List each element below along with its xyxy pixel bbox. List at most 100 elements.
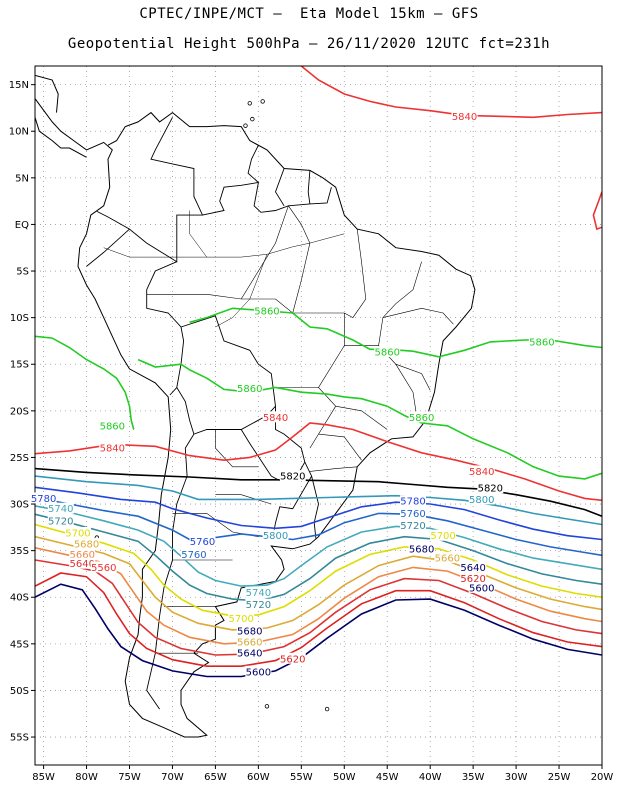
lon-label: 45W xyxy=(376,772,399,783)
contour-label-bg xyxy=(47,514,74,526)
contour-label: 5700 xyxy=(228,614,253,625)
contour-line-5680 xyxy=(35,535,602,631)
contour-label: 5620 xyxy=(280,654,305,665)
contour-label-bg xyxy=(69,548,96,560)
contour-label-bg xyxy=(99,442,126,454)
contour-label: 5600 xyxy=(469,583,494,594)
contour-label: 5700 xyxy=(430,531,455,542)
contour-line-5660 xyxy=(35,547,602,645)
contour-label-bg xyxy=(30,492,57,504)
contour-label-bg xyxy=(180,548,207,560)
country-border xyxy=(253,182,332,213)
lat-label: 5N xyxy=(15,173,29,184)
contour-label: 5720 xyxy=(400,521,425,532)
contour-label: 5640 xyxy=(237,649,262,660)
island xyxy=(0,229,2,233)
contour-label-bg xyxy=(434,552,461,564)
island xyxy=(260,99,265,104)
contour-label-bg xyxy=(279,470,306,482)
lat-label: 15S xyxy=(10,360,29,371)
contour-label: 5860 xyxy=(100,421,125,432)
lon-label: 80W xyxy=(75,772,98,783)
coastline xyxy=(35,117,87,158)
lat-label: 25S xyxy=(10,453,29,464)
contour-label-bg xyxy=(400,507,426,519)
lon-label: 70W xyxy=(161,772,184,783)
lat-label: 45S xyxy=(10,639,29,650)
axis-labels: 15N10N5NEQ5S10S15S20S25S30S35S40S45S50S5… xyxy=(9,80,614,783)
lon-label: 65W xyxy=(204,772,227,783)
contour-label-bg xyxy=(460,572,487,584)
country-border xyxy=(311,475,319,539)
contour-label: 5620 xyxy=(460,574,485,585)
contour-line-5860 xyxy=(35,335,135,430)
lon-label: 60W xyxy=(247,772,270,783)
contour-label-bg xyxy=(430,529,457,541)
contour-label: 5820 xyxy=(280,472,305,483)
river xyxy=(189,210,208,258)
contour-label-bg xyxy=(374,346,401,358)
contour-label: 5600 xyxy=(246,667,271,678)
contour-label-bg xyxy=(69,557,96,569)
lon-label: 75W xyxy=(118,772,141,783)
contour-label-bg xyxy=(245,665,272,677)
island xyxy=(250,116,255,122)
lat-label: 20S xyxy=(10,406,29,417)
contour-line-5860 xyxy=(137,358,602,480)
lon-label: 30W xyxy=(505,772,528,783)
coastline xyxy=(35,98,476,738)
contour-line-5840 xyxy=(592,191,602,231)
contour-label-bg xyxy=(460,561,487,573)
contour-label-bg xyxy=(262,529,289,541)
contour-label-bg xyxy=(245,586,272,598)
contour-label: 5800 xyxy=(263,531,288,542)
contour-label: 5760 xyxy=(190,537,215,548)
graticule xyxy=(31,66,603,769)
state-border xyxy=(309,466,358,472)
contour-label: 5860 xyxy=(254,307,279,318)
contour-line-5820 xyxy=(35,467,602,517)
country-border xyxy=(240,429,272,477)
contour-label: 5860 xyxy=(409,413,434,424)
contour-label-bg xyxy=(236,635,263,647)
country-border xyxy=(275,168,285,207)
island xyxy=(324,706,330,712)
lat-label: 30S xyxy=(10,500,29,511)
contour-label-bg xyxy=(73,538,100,550)
contour-label-bg xyxy=(236,647,263,659)
lon-label: 35W xyxy=(462,772,485,783)
island xyxy=(243,123,248,128)
contour-label: 5640 xyxy=(70,559,95,570)
lat-label: 10S xyxy=(10,313,29,324)
country-border xyxy=(146,261,185,396)
country-border xyxy=(272,461,313,537)
state-border xyxy=(146,294,345,314)
contour-label-bg xyxy=(468,581,495,593)
country-border xyxy=(146,315,276,710)
contour-line-5700 xyxy=(35,523,602,617)
contour-line-5600 xyxy=(35,583,602,678)
contour-label-bg xyxy=(408,411,435,423)
contour-label-bg xyxy=(245,598,272,610)
contour-label-bg xyxy=(468,465,495,477)
contour-label-bg xyxy=(451,110,478,122)
chart-title: CPTEC/INPE/MCT – Eta Model 15km – GFS xyxy=(139,6,479,22)
state-border xyxy=(240,205,289,300)
contour-label-bg xyxy=(528,335,555,347)
lat-label: 55S xyxy=(10,733,29,744)
contour-label-bg xyxy=(90,561,117,573)
contour-label: 5560 xyxy=(91,563,116,574)
contour-label: 5660 xyxy=(435,554,460,565)
contour-line-5800 xyxy=(35,475,602,526)
contour-label-bg xyxy=(477,482,504,494)
contour-label-bg xyxy=(279,652,306,664)
contour-label-bg xyxy=(47,502,74,514)
island xyxy=(264,704,270,709)
state-border xyxy=(215,494,272,505)
contour-label-bg xyxy=(64,526,91,538)
contour-line-5640 xyxy=(35,559,602,656)
contour-line-5620 xyxy=(35,572,602,667)
contour-label: 5680 xyxy=(409,544,434,555)
contour-line-5760 xyxy=(35,496,602,557)
